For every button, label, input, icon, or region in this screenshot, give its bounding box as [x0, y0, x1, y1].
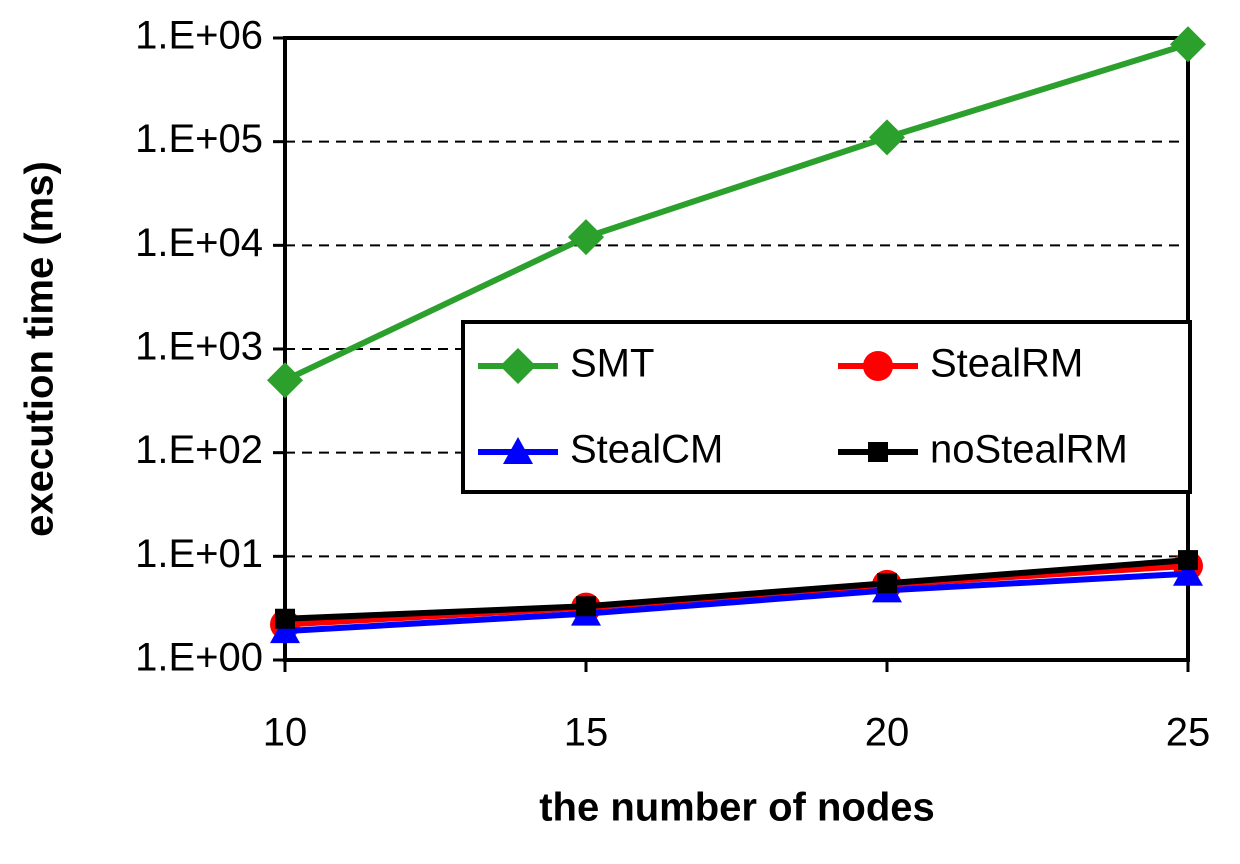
y-axis-title: execution time (ms) [18, 161, 62, 537]
marker [1178, 550, 1198, 571]
legend-label: noStealRM [930, 428, 1128, 472]
marker [568, 219, 604, 256]
marker [267, 362, 303, 399]
marker [1170, 26, 1206, 63]
y-tick-label: 1.E+03 [135, 325, 263, 369]
series-line [283, 41, 1189, 383]
marker [877, 573, 897, 594]
y-tick-label: 1.E+00 [135, 636, 263, 680]
x-tick-label: 25 [1166, 711, 1211, 755]
x-axis-title: the number of nodes [539, 786, 935, 830]
marker [500, 348, 536, 384]
legend-label: StealCM [570, 428, 723, 472]
series-line [284, 557, 1189, 622]
marker [576, 596, 596, 617]
marker [869, 119, 905, 156]
y-tick-label: 1.E+04 [135, 221, 263, 265]
marker [1173, 558, 1203, 586]
x-tick-label: 20 [865, 711, 910, 755]
y-tick-label: 1.E+06 [135, 14, 263, 58]
x-tick-label: 10 [263, 711, 308, 755]
marker [863, 351, 893, 381]
legend-box [461, 320, 1192, 494]
y-tick-label: 1.E+02 [135, 428, 263, 472]
y-tick-label: 1.E+05 [135, 117, 263, 161]
marker [275, 608, 295, 629]
marker [270, 616, 300, 644]
x-tick-label: 15 [564, 711, 609, 755]
series-line [284, 570, 1189, 635]
marker [868, 442, 888, 462]
y-tick-label: 1.E+01 [135, 532, 263, 576]
marker [503, 437, 533, 464]
legend-label: StealRM [930, 342, 1083, 386]
legend-label: SMT [570, 342, 654, 386]
